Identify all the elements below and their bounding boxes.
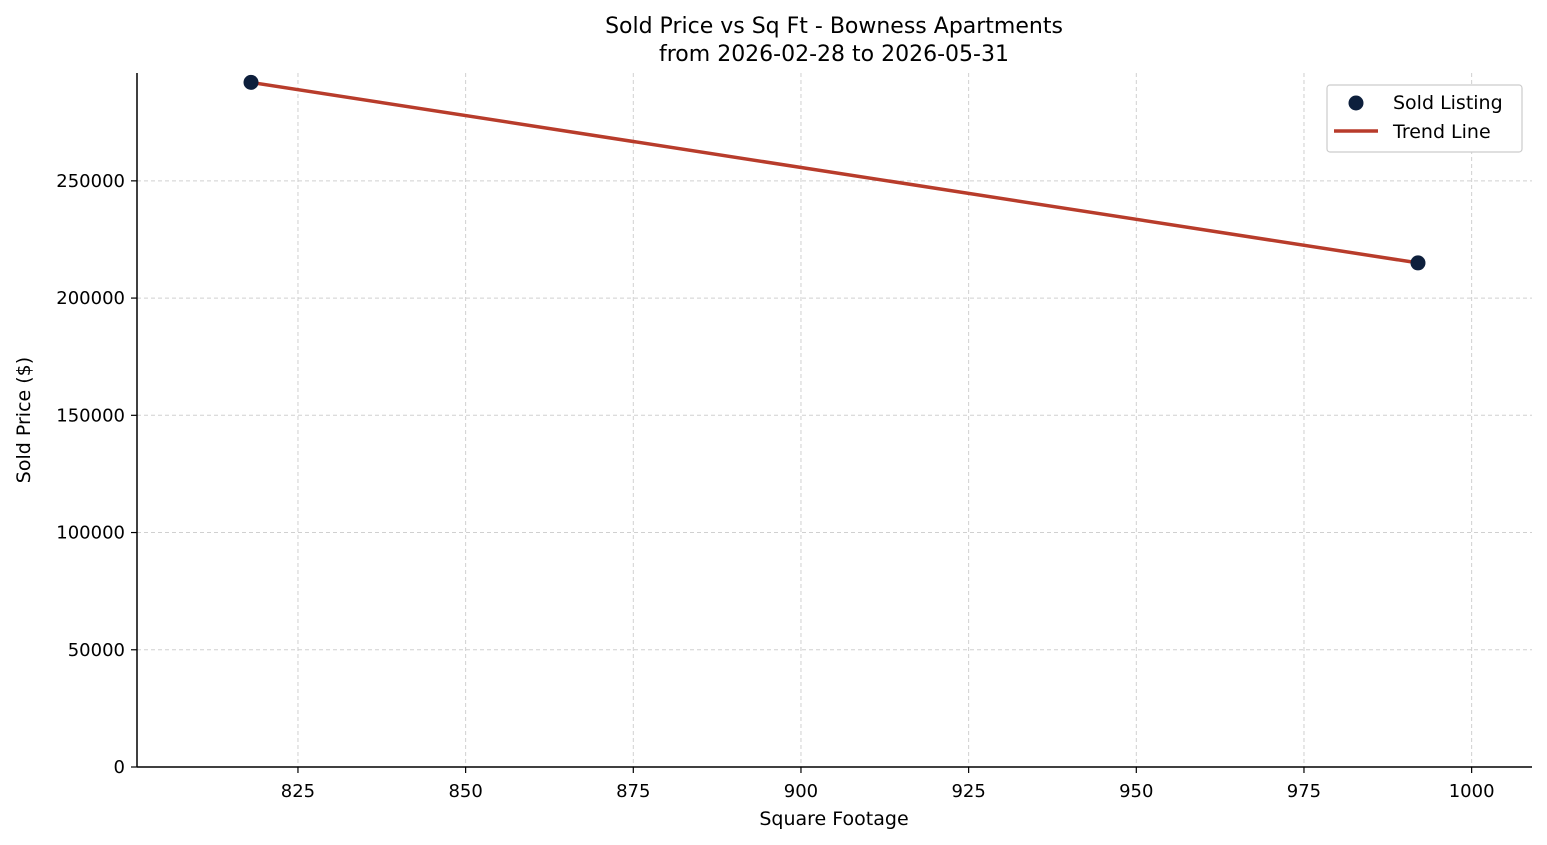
x-axis-label: Square Footage (759, 808, 908, 830)
x-tick-label: 1000 (1449, 781, 1495, 802)
x-tick-label: 825 (281, 781, 315, 802)
y-tick-label: 250000 (56, 171, 125, 192)
legend-label-trend-line: Trend Line (1392, 121, 1491, 143)
y-tick-label: 100000 (56, 523, 125, 544)
scatter-point (243, 74, 259, 90)
legend: Sold Listing Trend Line (1326, 84, 1523, 153)
x-tick-label: 925 (951, 781, 985, 802)
trend-line (250, 80, 1419, 265)
chart-title: Sold Price vs Sq Ft - Bowness Apartments (605, 14, 1063, 39)
y-tick-label: 0 (114, 757, 125, 778)
tick-layer: 825 850 875 900 925 950 975 1000 0 50000 100000 150… (56, 171, 1494, 802)
y-tick-label: 50000 (68, 640, 125, 661)
legend-marker-sold-listing (1348, 95, 1364, 111)
y-tick-label: 150000 (56, 405, 125, 426)
legend-box (1326, 84, 1523, 153)
chart-subtitle: from 2026-02-28 to 2026-05-31 (659, 42, 1009, 67)
series-layer (243, 74, 1426, 271)
scatter-point (1410, 255, 1426, 271)
x-tick-label: 975 (1287, 781, 1321, 802)
x-tick-label: 900 (784, 781, 818, 802)
y-tick-label: 200000 (56, 288, 125, 309)
y-axis-label: Sold Price ($) (13, 357, 35, 483)
grid-layer (137, 73, 1532, 767)
x-tick-label: 950 (1119, 781, 1153, 802)
x-tick-label: 850 (448, 781, 482, 802)
legend-label-sold-listing: Sold Listing (1393, 92, 1503, 114)
x-tick-label: 875 (616, 781, 650, 802)
